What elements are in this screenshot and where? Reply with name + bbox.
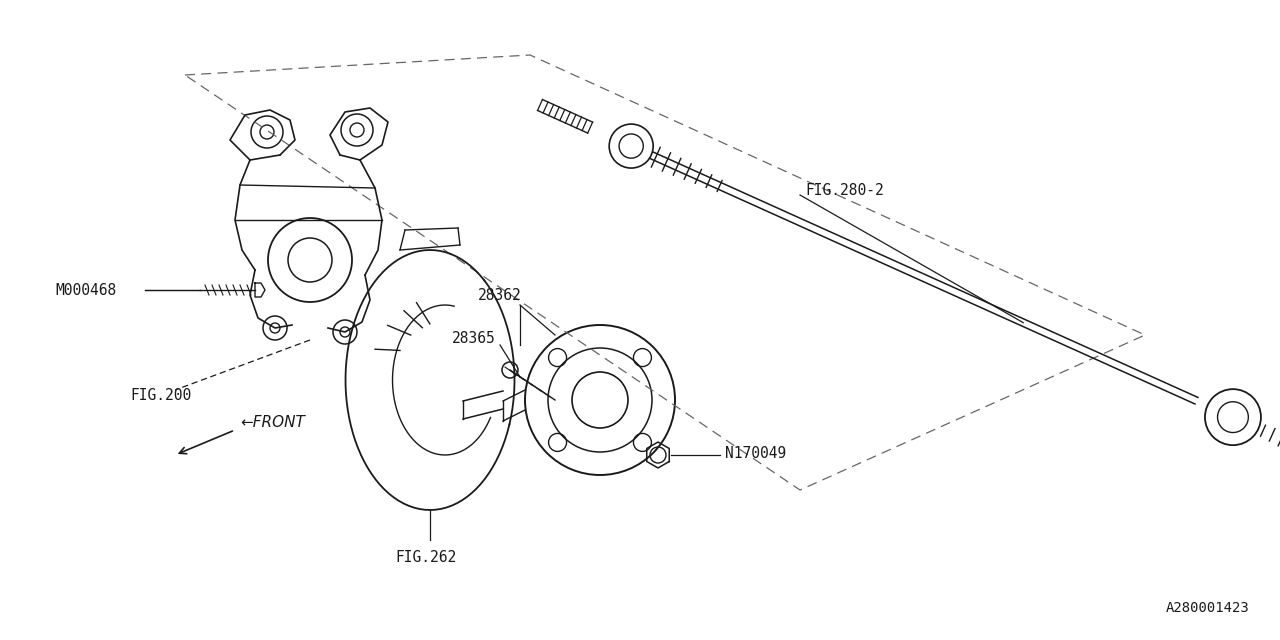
Text: A280001423: A280001423 [1166, 601, 1251, 615]
Text: FIG.262: FIG.262 [396, 550, 456, 566]
Text: M000468: M000468 [55, 282, 116, 298]
Text: FIG.200: FIG.200 [131, 387, 191, 403]
Text: N170049: N170049 [724, 445, 786, 461]
Text: 28362: 28362 [477, 287, 522, 303]
Text: FIG.280-2: FIG.280-2 [805, 182, 883, 198]
Text: ←FRONT: ←FRONT [241, 415, 305, 429]
Text: 28365: 28365 [452, 330, 495, 346]
